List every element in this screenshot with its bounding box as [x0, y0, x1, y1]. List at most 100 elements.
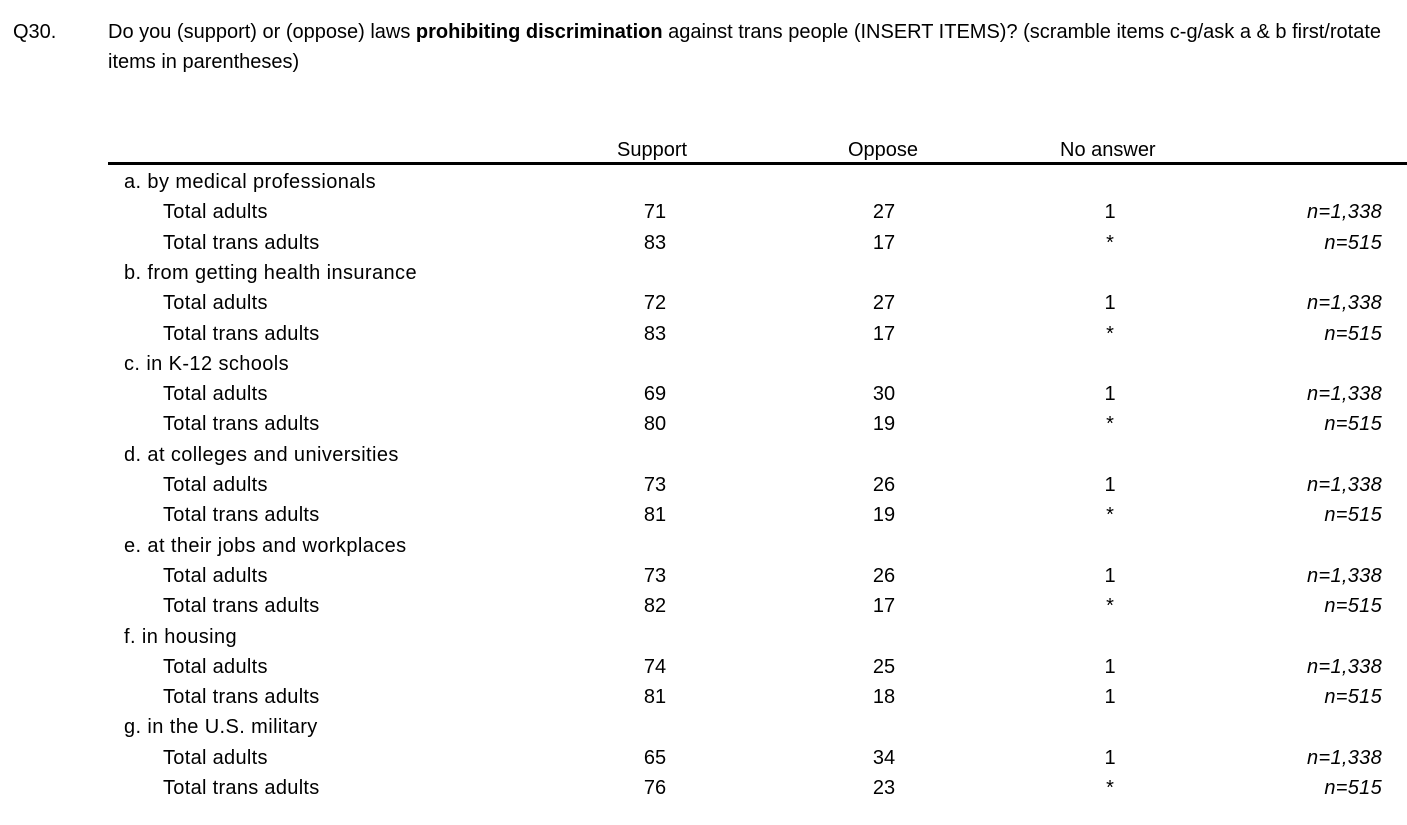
no-answer-value: 1: [1104, 201, 1116, 223]
sample-size: n=515: [1324, 323, 1382, 345]
item-row: e. at their jobs and workplaces: [0, 533, 1407, 559]
support-value: 82: [643, 595, 667, 617]
table-row: Total adults 71 27 1 n=1,338: [0, 199, 1407, 225]
item-row: b. from getting health insurance: [0, 260, 1407, 286]
question-number: Q30.: [13, 21, 57, 43]
sample-size: n=1,338: [1307, 565, 1382, 587]
support-value: 83: [643, 232, 667, 254]
question-text: Do you (support) or (oppose) laws prohib…: [108, 17, 1393, 77]
group-label: Total trans adults: [163, 232, 320, 254]
sample-size: n=1,338: [1307, 292, 1382, 314]
item-label: c. in K-12 schools: [124, 353, 290, 375]
oppose-value: 19: [872, 504, 896, 526]
group-label: Total adults: [163, 292, 268, 314]
item-label: a. by medical professionals: [124, 171, 377, 193]
oppose-value: 30: [872, 383, 896, 405]
group-label: Total trans adults: [163, 686, 320, 708]
header-support: Support: [617, 139, 688, 161]
table-row: Total trans adults 82 17 * n=515: [0, 593, 1407, 619]
sample-size: n=515: [1324, 504, 1382, 526]
question-text-bold: prohibiting discrimination: [415, 21, 663, 43]
support-value: 74: [643, 656, 667, 678]
oppose-value: 17: [872, 232, 896, 254]
question-text-after: against trans people (INSERT ITEMS)? (sc…: [108, 21, 1382, 73]
item-label: b. from getting health insurance: [124, 262, 417, 284]
item-row: c. in K-12 schools: [0, 351, 1407, 377]
oppose-value: 26: [872, 474, 896, 496]
header-rule: [108, 162, 1407, 165]
sample-size: n=515: [1324, 686, 1382, 708]
oppose-value: 17: [872, 595, 896, 617]
sample-size: n=1,338: [1307, 656, 1382, 678]
oppose-value: 34: [872, 747, 896, 769]
support-value: 72: [643, 292, 667, 314]
group-label: Total trans adults: [163, 595, 320, 617]
table-row: Total trans adults 81 18 1 n=515: [0, 684, 1407, 710]
item-row: g. in the U.S. military: [0, 714, 1407, 740]
support-value: 83: [643, 323, 667, 345]
no-answer-value: *: [1106, 232, 1114, 254]
table-row: Total trans adults 80 19 * n=515: [0, 411, 1407, 437]
support-value: 73: [643, 565, 667, 587]
group-label: Total trans adults: [163, 413, 320, 435]
support-value: 80: [643, 413, 667, 435]
group-label: Total adults: [163, 656, 268, 678]
support-value: 73: [643, 474, 667, 496]
no-answer-value: *: [1106, 504, 1114, 526]
item-label: g. in the U.S. military: [124, 716, 318, 738]
table-row: Total trans adults 83 17 * n=515: [0, 321, 1407, 347]
oppose-value: 23: [872, 777, 896, 799]
support-value: 69: [643, 383, 667, 405]
support-value: 81: [643, 504, 667, 526]
table-row: Total adults 73 26 1 n=1,338: [0, 472, 1407, 498]
item-label: d. at colleges and universities: [124, 444, 399, 466]
table-row: Total trans adults 83 17 * n=515: [0, 230, 1407, 256]
table-row: Total adults 73 26 1 n=1,338: [0, 563, 1407, 589]
sample-size: n=515: [1324, 232, 1382, 254]
group-label: Total adults: [163, 383, 268, 405]
table-row: Total trans adults 76 23 * n=515: [0, 775, 1407, 801]
oppose-value: 27: [872, 201, 896, 223]
table-row: Total trans adults 81 19 * n=515: [0, 502, 1407, 528]
group-label: Total trans adults: [163, 504, 320, 526]
item-label: f. in housing: [124, 626, 238, 648]
no-answer-value: 1: [1104, 747, 1116, 769]
header-no-answer: No answer: [1060, 139, 1156, 161]
no-answer-value: 1: [1104, 565, 1116, 587]
oppose-value: 18: [872, 686, 896, 708]
support-value: 71: [643, 201, 667, 223]
table-row: Total adults 65 34 1 n=1,338: [0, 745, 1407, 771]
table-row: Total adults 74 25 1 n=1,338: [0, 654, 1407, 680]
oppose-value: 19: [872, 413, 896, 435]
no-answer-value: *: [1106, 777, 1114, 799]
group-label: Total adults: [163, 747, 268, 769]
header-oppose: Oppose: [848, 139, 919, 161]
item-row: a. by medical professionals: [0, 169, 1407, 195]
item-row: f. in housing: [0, 624, 1407, 650]
no-answer-value: 1: [1104, 656, 1116, 678]
sample-size: n=515: [1324, 777, 1382, 799]
sample-size: n=1,338: [1307, 747, 1382, 769]
sample-size: n=1,338: [1307, 201, 1382, 223]
no-answer-value: 1: [1104, 474, 1116, 496]
no-answer-value: 1: [1104, 383, 1116, 405]
sample-size: n=1,338: [1307, 383, 1382, 405]
oppose-value: 27: [872, 292, 896, 314]
no-answer-value: 1: [1104, 686, 1116, 708]
sample-size: n=515: [1324, 413, 1382, 435]
question-text-before: Do you (support) or (oppose) laws: [108, 21, 416, 43]
group-label: Total adults: [163, 201, 268, 223]
no-answer-value: *: [1106, 413, 1114, 435]
table-row: Total adults 72 27 1 n=1,338: [0, 290, 1407, 316]
sample-size: n=1,338: [1307, 474, 1382, 496]
no-answer-value: 1: [1104, 292, 1116, 314]
oppose-value: 26: [872, 565, 896, 587]
group-label: Total adults: [163, 565, 268, 587]
oppose-value: 25: [872, 656, 896, 678]
item-label: e. at their jobs and workplaces: [124, 535, 407, 557]
no-answer-value: *: [1106, 595, 1114, 617]
support-value: 65: [643, 747, 667, 769]
group-label: Total trans adults: [163, 323, 320, 345]
group-label: Total trans adults: [163, 777, 320, 799]
support-value: 76: [643, 777, 667, 799]
